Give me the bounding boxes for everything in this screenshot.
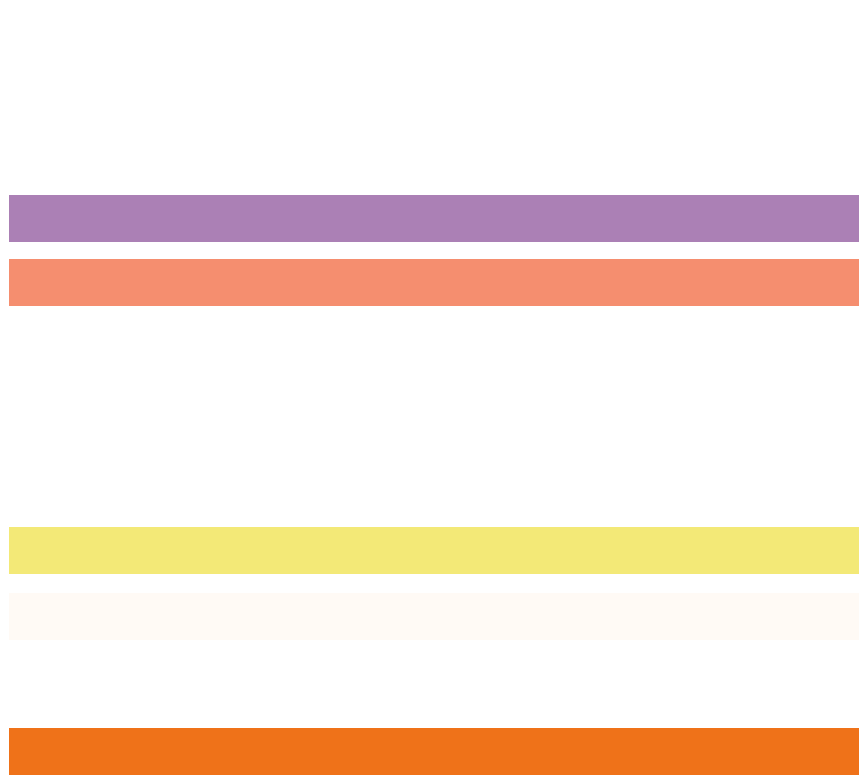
- yellow-stripe: [9, 527, 859, 574]
- purple-stripe: [9, 195, 859, 242]
- orange-stripe: [9, 728, 859, 775]
- cream-stripe: [9, 593, 859, 640]
- salmon-stripe: [9, 259, 859, 306]
